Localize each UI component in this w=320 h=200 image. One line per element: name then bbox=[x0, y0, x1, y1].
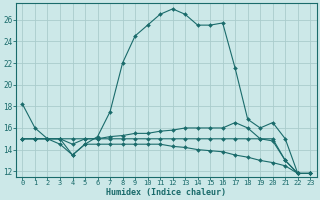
X-axis label: Humidex (Indice chaleur): Humidex (Indice chaleur) bbox=[106, 188, 226, 197]
